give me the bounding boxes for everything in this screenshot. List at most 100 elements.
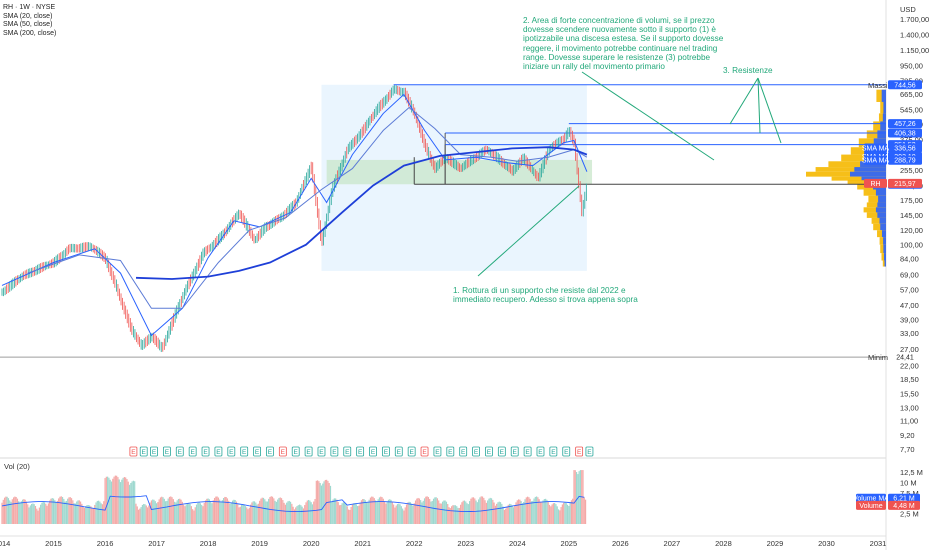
earnings-marker-bg [129, 446, 138, 457]
tag-price-4: 215,97 [894, 181, 916, 188]
volume-profile-bar [863, 189, 886, 196]
price-axis-tick: 84,00 [900, 255, 919, 264]
time-axis-tick: 2027 [664, 539, 681, 548]
tag-price-3: 288,79 [894, 158, 916, 165]
volume-axis-tick: 2,5 M [900, 510, 919, 519]
volume-tag-label: Volume [859, 503, 882, 510]
volume-profile-bar [866, 212, 886, 218]
earnings-marker-bg [291, 446, 300, 457]
earnings-marker-bg [394, 446, 403, 457]
time-axis-tick: 2031 [870, 539, 887, 548]
volume-profile-bar-blue [881, 89, 886, 102]
earnings-marker: E [178, 449, 183, 456]
volume-profile-bar [815, 167, 886, 172]
price-axis-tick: 100,00 [900, 241, 923, 250]
earnings-marker: E [551, 449, 556, 456]
price-axis-tick: 47,00 [900, 301, 919, 310]
volume-tag: 4,48 M [893, 503, 915, 510]
earnings-marker-bg [575, 446, 584, 457]
volume-profile-bar [866, 130, 886, 139]
time-axis-tick: 2029 [767, 539, 784, 548]
chart-legend: RH · 1W · NYSE SMA (20, close) SMA (50, … [3, 4, 56, 38]
earnings-marker-bg [446, 446, 455, 457]
volume-profile-bar [871, 217, 886, 224]
legend-sma200[interactable]: SMA (200, close) [3, 29, 57, 37]
earnings-marker: E [190, 449, 195, 456]
earnings-marker: E [358, 449, 363, 456]
annotation-volume-area: 2. Area di forte concentrazione di volum… [523, 16, 724, 72]
price-axis-tick: 18,50 [900, 375, 919, 384]
earnings-marker: E [131, 449, 136, 456]
legend-sma20[interactable]: SMA (20, close) [3, 12, 53, 20]
volume-profile-bar-blue [881, 230, 886, 238]
volume-profile-bar-blue [873, 138, 886, 148]
earnings-marker-bg [139, 446, 148, 457]
earnings-marker-bg [188, 446, 197, 457]
volume-tag-label: Volume MA [853, 496, 889, 503]
earnings-marker: E [587, 449, 592, 456]
price-axis-tick: 7,70 [900, 445, 915, 454]
volume-profile-bar [831, 176, 886, 181]
price-axis-tick: 665,00 [900, 90, 923, 99]
earnings-marker-bg [472, 446, 480, 457]
time-axis-tick: 2025 [560, 539, 577, 548]
tag-resistance-1-bg [888, 119, 922, 129]
earnings-marker: E [242, 449, 247, 456]
time-axis-tick: 2020 [303, 539, 320, 548]
volume-profile-bar-blue [878, 195, 886, 203]
volume-profile-bar [828, 161, 886, 168]
earnings-marker: E [371, 449, 376, 456]
earnings-marker: E [500, 449, 505, 456]
arrow-resistance-3 [757, 77, 782, 144]
earnings-marker-bg [201, 446, 210, 457]
legend-sma50[interactable]: SMA (50, close) [3, 21, 53, 29]
earnings-marker: E [422, 449, 427, 456]
volume-profile-bar-blue [883, 101, 886, 114]
earnings-marker-bg [510, 446, 519, 457]
earnings-marker-bg [485, 446, 493, 457]
arrow-resistance-2 [757, 77, 761, 134]
volume-axis-tick: 7,5 M [900, 489, 919, 498]
time-axis-tick: 2028 [715, 539, 732, 548]
volume-profile-bar [858, 138, 886, 148]
volume-profile-bar [882, 260, 886, 267]
earnings-marker-bg [536, 446, 545, 457]
volume-ma-line [1, 495, 585, 513]
tag-label-bg-4 [864, 178, 887, 188]
price-axis-tick: 950,00 [900, 61, 923, 70]
tag-minimo-bg [888, 352, 922, 362]
sma-line-1 [1, 93, 588, 337]
price-axis-tick: 255,00 [900, 166, 923, 175]
volume-tag-bg [888, 493, 920, 503]
earnings-marker: E [474, 449, 479, 456]
arrow-support [477, 185, 580, 277]
earnings-marker: E [513, 449, 518, 456]
earnings-marker: E [152, 449, 157, 456]
price-axis-tick: 9,20 [900, 431, 915, 440]
volume-profile-bar-blue [882, 113, 886, 122]
earnings-marker-bg [330, 446, 339, 457]
earnings-marker: E [294, 449, 299, 456]
earnings-marker-bg [266, 446, 274, 457]
earnings-marker-bg [304, 446, 313, 457]
volume-profile-bar-blue [875, 207, 886, 213]
price-axis-tick: 15,50 [900, 389, 919, 398]
volume-tag-label-bg [856, 500, 886, 510]
volume-profile-bar-blue [884, 260, 886, 267]
earnings-marker: E [216, 449, 221, 456]
volume-profile-bar-blue [883, 253, 886, 261]
volume-profile-bar [879, 237, 886, 245]
annotation-resistances: 3. Resistenze [723, 66, 773, 75]
earnings-marker: E [525, 449, 530, 456]
price-axis-tick: 1.400,00 [900, 30, 929, 39]
time-axis-tick: 2019 [251, 539, 268, 548]
earnings-marker: E [397, 449, 402, 456]
volume-profile-bar-blue [880, 121, 886, 131]
tag-label-3: SMA MA [862, 158, 890, 165]
earnings-marker-bg [356, 446, 365, 457]
volume-axis-tick: 10 M [900, 479, 917, 488]
earnings-marker: E [142, 449, 147, 456]
earnings-marker-bg [407, 446, 416, 457]
volume-profile-bar-blue [850, 171, 886, 177]
